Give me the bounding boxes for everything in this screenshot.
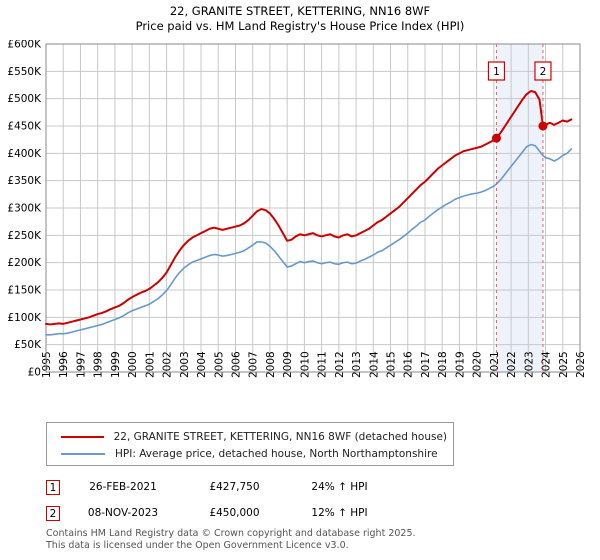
x-axis-tick-label: 1996 — [58, 351, 70, 378]
legend-label-property: 22, GRANITE STREET, KETTERING, NN16 8WF … — [113, 430, 447, 443]
y-axis-tick-label: £500K — [7, 93, 42, 105]
marker-callout-box[interactable] — [487, 61, 506, 81]
x-axis-tick-label: 2009 — [282, 351, 294, 378]
x-axis-tick-label: 2020 — [472, 351, 484, 378]
marker-callout-box[interactable] — [534, 61, 552, 81]
x-axis-tick-label: 2019 — [454, 351, 466, 378]
transaction-price: £427,750 — [209, 481, 260, 493]
table-row: 2 08-NOV-2023 £450,000 12% ↑ HPI — [46, 500, 466, 526]
x-axis-tick-label: 2013 — [351, 351, 363, 378]
transactions-table: 1 26-FEB-2021 £427,750 24% ↑ HPI 2 08-NO… — [46, 474, 466, 526]
transaction-date: 26-FEB-2021 — [89, 481, 157, 493]
y-axis-tick-label: £250K — [7, 230, 42, 242]
y-axis-tick-label: £300K — [7, 203, 42, 215]
x-axis-tick-label: 1999 — [110, 351, 122, 378]
y-axis-tick-label: £100K — [7, 312, 42, 324]
legend-item-hpi: HPI: Average price, detached house, Nort… — [53, 445, 447, 462]
y-axis-tick-label: £550K — [7, 66, 42, 78]
y-axis-tick-label: £400K — [7, 148, 42, 160]
x-axis-tick-label: 2014 — [368, 351, 380, 378]
legend-label-hpi: HPI: Average price, detached house, Nort… — [115, 447, 438, 460]
y-axis-tick-label: £350K — [7, 175, 42, 187]
x-axis-tick-label: 2004 — [196, 351, 208, 378]
plot-frame — [45, 43, 581, 373]
footer-attribution: Contains HM Land Registry data © Crown c… — [46, 528, 586, 551]
x-axis-tick-label: 2022 — [506, 351, 518, 378]
transaction-hpi-delta: 12% ↑ HPI — [311, 507, 368, 519]
x-axis-tick-label: 2008 — [265, 351, 277, 378]
transaction-hpi-delta: 24% ↑ HPI — [311, 481, 368, 493]
y-axis-tick-label: £200K — [7, 257, 42, 269]
x-axis-tick-label: 2007 — [248, 351, 260, 378]
legend-item-property: 22, GRANITE STREET, KETTERING, NN16 8WF … — [53, 428, 447, 445]
page-title: 22, GRANITE STREET, KETTERING, NN16 8WF — [169, 4, 431, 18]
page-subtitle: Price paid vs. HM Land Registry's House … — [135, 19, 465, 33]
chart-plot-area: £0 £50K £100K £150K £200K £250K £300K £350K £400… — [0, 40, 600, 380]
x-axis-tick-label: 2017 — [420, 351, 432, 378]
x-axis-tick-label: 2021 — [489, 351, 501, 378]
x-axis-tick-label: 2026 — [575, 351, 587, 378]
table-row: 1 26-FEB-2021 £427,750 24% ↑ HPI — [46, 474, 466, 500]
x-axis-tick-label: 2016 — [403, 351, 415, 378]
x-axis-tick-label: 2003 — [179, 351, 191, 378]
transaction-marker-dot[interactable] — [538, 121, 548, 131]
y-axis-tick-label: £450K — [7, 121, 42, 133]
property-price-line — [45, 90, 573, 326]
x-axis-tick-label: 2024 — [541, 351, 553, 378]
title-block: 22, GRANITE STREET, KETTERING, NN16 8WF … — [0, 0, 600, 34]
x-axis-tick-label: 2023 — [523, 351, 535, 378]
x-axis-tick-label: 2018 — [437, 351, 449, 378]
marker-callout-label: 2 — [540, 66, 547, 78]
x-axis-tick-label: 2005 — [213, 351, 225, 378]
x-axis-tick-label: 1997 — [75, 351, 87, 378]
x-axis-tick-label: 1998 — [93, 351, 105, 378]
marker-callout-label: 1 — [493, 66, 500, 78]
x-axis-tick-label: 2025 — [558, 351, 570, 378]
y-axis-tick-label: £50K — [14, 339, 42, 351]
transaction-marker-dot[interactable] — [491, 133, 501, 143]
x-axis-tick-label: 2002 — [162, 351, 174, 378]
footer-line-1: Contains HM Land Registry data © Crown c… — [46, 528, 416, 539]
legend-swatch-property — [61, 435, 104, 438]
footer-line-2: This data is licensed under the Open Gov… — [46, 539, 349, 551]
marker-badge-2: 2 — [46, 505, 60, 521]
x-axis-tick-label: 2010 — [299, 351, 311, 378]
chart-legend: 22, GRANITE STREET, KETTERING, NN16 8WF … — [46, 422, 454, 466]
x-axis-tick-label: 2001 — [144, 351, 156, 378]
hpi-average-line — [45, 143, 573, 336]
x-axis-tick-label: 2006 — [230, 351, 242, 378]
transaction-date: 08-NOV-2023 — [87, 507, 159, 519]
x-axis-tick-label: 2012 — [334, 351, 346, 378]
marker-badge-1: 1 — [46, 479, 60, 495]
transaction-price: £450,000 — [209, 507, 260, 519]
x-axis-tick-label: 2000 — [127, 351, 139, 378]
x-axis-tick-label: 2011 — [317, 351, 329, 378]
price-history-line-chart: £0 £50K £100K £150K £200K £250K £300K £350K £400… — [7, 40, 587, 379]
x-axis-tick-label: 1995 — [41, 351, 53, 378]
x-axis-tick-label: 2015 — [386, 351, 398, 378]
y-axis-tick-label: £0 — [28, 367, 41, 379]
legend-swatch-hpi — [61, 452, 105, 455]
y-axis-tick-label: £600K — [7, 40, 42, 51]
y-axis-tick-label: £150K — [7, 285, 42, 297]
